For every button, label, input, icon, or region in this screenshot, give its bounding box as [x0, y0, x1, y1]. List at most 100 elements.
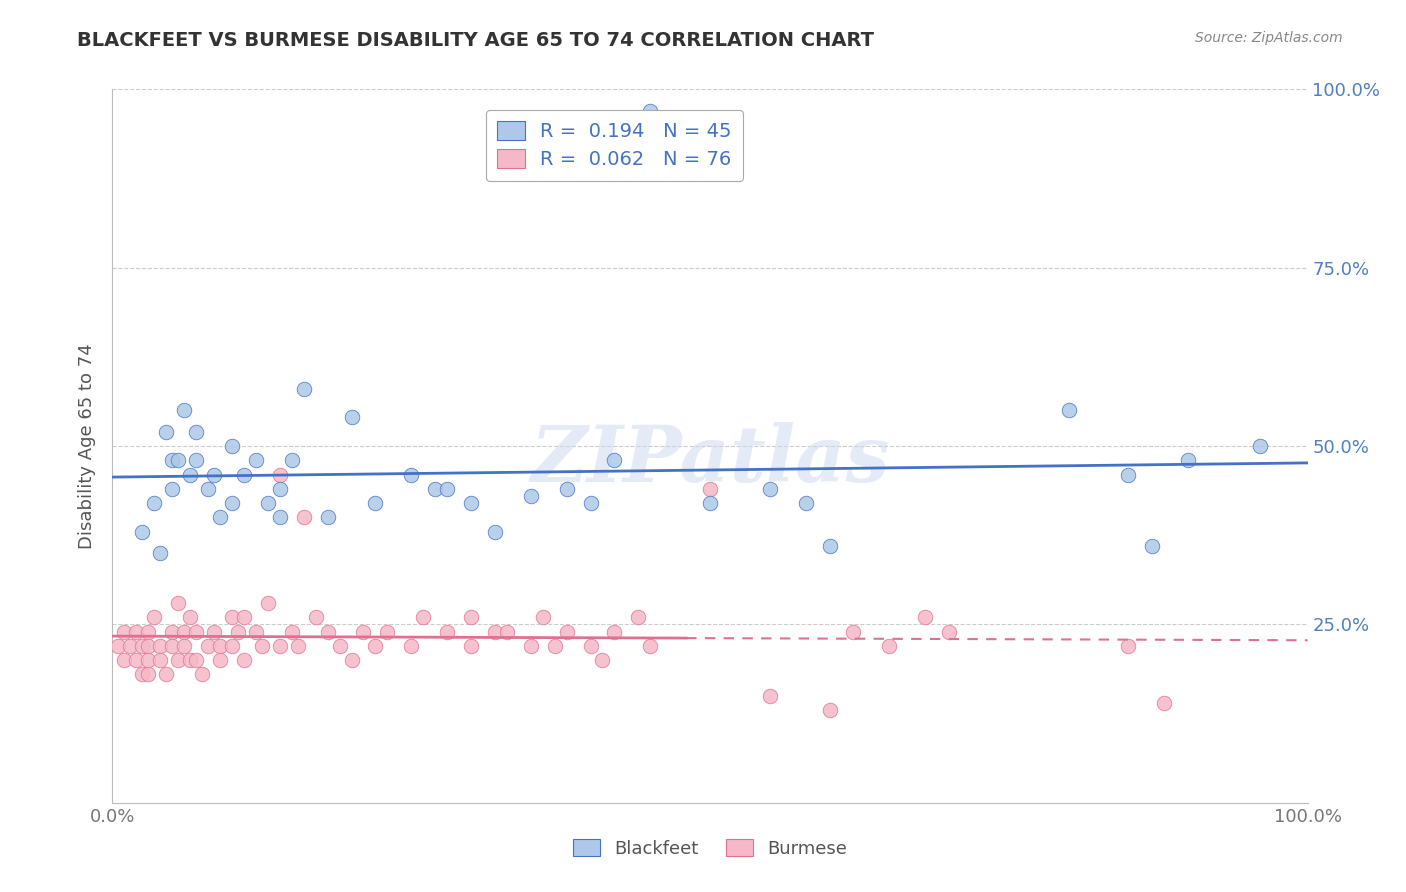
Point [155, 425, 177, 439]
Text: BLACKFEET VS BURMESE DISABILITY AGE 65 TO 74 CORRELATION CHART: BLACKFEET VS BURMESE DISABILITY AGE 65 T… [77, 31, 875, 50]
Point [114, 653, 135, 667]
Point [364, 496, 387, 510]
Point [842, 624, 865, 639]
Point [233, 610, 256, 624]
Point [245, 624, 267, 639]
Point [352, 624, 374, 639]
Point [425, 482, 447, 496]
Point [197, 482, 219, 496]
Point [879, 639, 901, 653]
Point [520, 639, 543, 653]
Text: Source: ZipAtlas.com: Source: ZipAtlas.com [1195, 31, 1343, 45]
Point [202, 467, 225, 482]
Point [143, 610, 166, 624]
Point [162, 624, 183, 639]
Point [173, 639, 195, 653]
Point [250, 639, 273, 653]
Point [209, 510, 232, 524]
Point [138, 639, 160, 653]
Point [269, 482, 291, 496]
Point [233, 653, 256, 667]
Point [640, 639, 662, 653]
Point [1118, 467, 1140, 482]
Point [484, 624, 506, 639]
Point [107, 639, 129, 653]
Point [329, 639, 352, 653]
Point [579, 639, 602, 653]
Point [186, 425, 208, 439]
Text: ZIPatlas: ZIPatlas [530, 422, 890, 499]
Point [155, 667, 177, 681]
Point [292, 382, 315, 396]
Point [257, 496, 280, 510]
Point [221, 496, 243, 510]
Point [401, 639, 423, 653]
Point [131, 667, 153, 681]
Point [167, 453, 190, 467]
Point [162, 453, 183, 467]
Point [640, 103, 662, 118]
Point [316, 510, 339, 524]
Point [520, 489, 543, 503]
Point [1153, 696, 1175, 710]
Point [531, 610, 554, 624]
Point [167, 653, 190, 667]
Point [226, 624, 249, 639]
Point [1177, 453, 1199, 467]
Point [914, 610, 936, 624]
Point [555, 624, 578, 639]
Point [699, 482, 721, 496]
Point [221, 639, 243, 653]
Point [1118, 639, 1140, 653]
Point [436, 482, 458, 496]
Point [699, 496, 721, 510]
Point [759, 689, 782, 703]
Point [209, 639, 232, 653]
Point [543, 639, 565, 653]
Point [269, 467, 291, 482]
Point [1057, 403, 1080, 417]
Point [173, 403, 195, 417]
Point [794, 496, 817, 510]
Point [818, 539, 841, 553]
Point [759, 482, 782, 496]
Point [186, 653, 208, 667]
Point [305, 610, 328, 624]
Point [120, 639, 142, 653]
Point [603, 624, 626, 639]
Point [173, 624, 195, 639]
Point [221, 439, 243, 453]
Point [149, 546, 172, 560]
Point [131, 639, 153, 653]
Point [287, 639, 309, 653]
Point [555, 482, 578, 496]
Point [938, 624, 960, 639]
Point [269, 639, 291, 653]
Point [202, 624, 225, 639]
Point [1249, 439, 1271, 453]
Point [149, 639, 172, 653]
Point [114, 624, 135, 639]
Point [364, 639, 387, 653]
Point [125, 653, 148, 667]
Point [143, 496, 166, 510]
Point [138, 667, 160, 681]
Point [179, 653, 201, 667]
Point [179, 610, 201, 624]
Point [818, 703, 841, 717]
Point [179, 467, 201, 482]
Point [484, 524, 506, 539]
Point [292, 510, 315, 524]
Point [592, 653, 614, 667]
Point [233, 467, 256, 482]
Point [209, 653, 232, 667]
Point [197, 639, 219, 653]
Point [316, 624, 339, 639]
Point [436, 624, 458, 639]
Point [162, 482, 183, 496]
Point [603, 453, 626, 467]
Point [460, 496, 482, 510]
Point [191, 667, 214, 681]
Point [257, 596, 280, 610]
Point [167, 596, 190, 610]
